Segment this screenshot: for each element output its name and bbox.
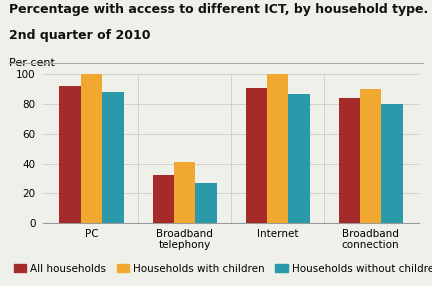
Bar — [152, 176, 174, 223]
Legend: All households, Households with children, Households without children: All households, Households with children… — [10, 260, 432, 278]
Bar — [360, 89, 381, 223]
Bar — [381, 104, 403, 223]
Bar — [60, 86, 81, 223]
Bar — [174, 162, 195, 223]
Bar — [81, 74, 102, 223]
Text: 2nd quarter of 2010: 2nd quarter of 2010 — [9, 29, 150, 41]
Bar — [245, 88, 267, 223]
Bar — [288, 94, 310, 223]
Text: Per cent: Per cent — [10, 58, 55, 68]
Bar — [102, 92, 124, 223]
Bar — [267, 74, 288, 223]
Bar — [339, 98, 360, 223]
Text: Percentage with access to different ICT, by household type.: Percentage with access to different ICT,… — [9, 3, 428, 16]
Bar — [195, 183, 217, 223]
